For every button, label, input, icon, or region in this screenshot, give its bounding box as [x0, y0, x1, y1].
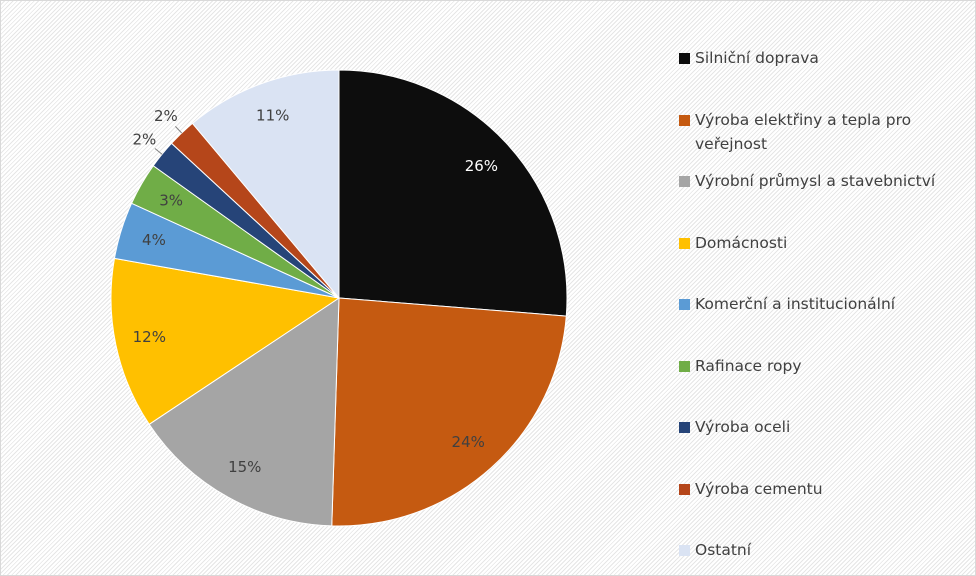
- legend-item: Rafinace ropy: [679, 354, 969, 378]
- legend-label: Komerční a institucionální: [695, 295, 896, 313]
- leader-line: [154, 148, 163, 155]
- data-label: 3%: [159, 192, 183, 210]
- legend-swatch: [679, 422, 690, 433]
- legend-label: Silniční doprava: [695, 49, 819, 67]
- legend-swatch: [679, 483, 690, 495]
- data-label: 11%: [256, 106, 289, 124]
- leader-line: [175, 126, 183, 134]
- legend-swatch: [679, 114, 690, 126]
- data-label: 24%: [452, 433, 485, 451]
- legend-label: Výroba cementu: [695, 479, 823, 498]
- legend-item: Domácnosti: [679, 231, 969, 255]
- legend-item: Výroba elektřiny a tepla pro veřejnost: [679, 108, 969, 156]
- legend-label: Výrobní průmysl a stavebnictví: [695, 172, 936, 190]
- data-label: 2%: [154, 107, 178, 125]
- data-label: 15%: [228, 458, 261, 476]
- pie-slice: [110, 257, 341, 425]
- pie-slice: [331, 297, 567, 527]
- legend-label: Výroba oceli: [695, 418, 791, 436]
- legend-swatch: [679, 360, 690, 372]
- legend-swatch: [679, 237, 690, 249]
- data-label: 12%: [133, 328, 166, 346]
- pie-slice: [191, 69, 340, 300]
- data-label: 26%: [465, 157, 498, 175]
- legend-swatch: [679, 53, 690, 64]
- legend-item: Výrobní průmysl a stavebnictví: [679, 169, 969, 193]
- legend-swatch: [679, 545, 690, 556]
- legend-label: Výroba elektřiny a tepla pro veřejnost: [695, 110, 912, 153]
- data-label: 2%: [132, 130, 156, 148]
- pie-slice: [338, 69, 568, 317]
- pie-slice: [148, 297, 340, 527]
- data-label: 4%: [142, 231, 166, 249]
- legend-item: Výroba oceli: [679, 415, 969, 439]
- legend-label: Domácnosti: [695, 233, 788, 252]
- legend-item: Výroba cementu: [679, 477, 969, 501]
- legend-label: Rafinace ropy: [695, 356, 802, 375]
- legend-swatch: [679, 299, 690, 310]
- legend-item: Komerční a institucionální: [679, 292, 969, 316]
- legend-swatch: [679, 176, 690, 187]
- legend-item: Ostatní: [679, 538, 969, 562]
- legend-item: Silniční doprava: [679, 46, 969, 70]
- legend-label: Ostatní: [695, 541, 752, 559]
